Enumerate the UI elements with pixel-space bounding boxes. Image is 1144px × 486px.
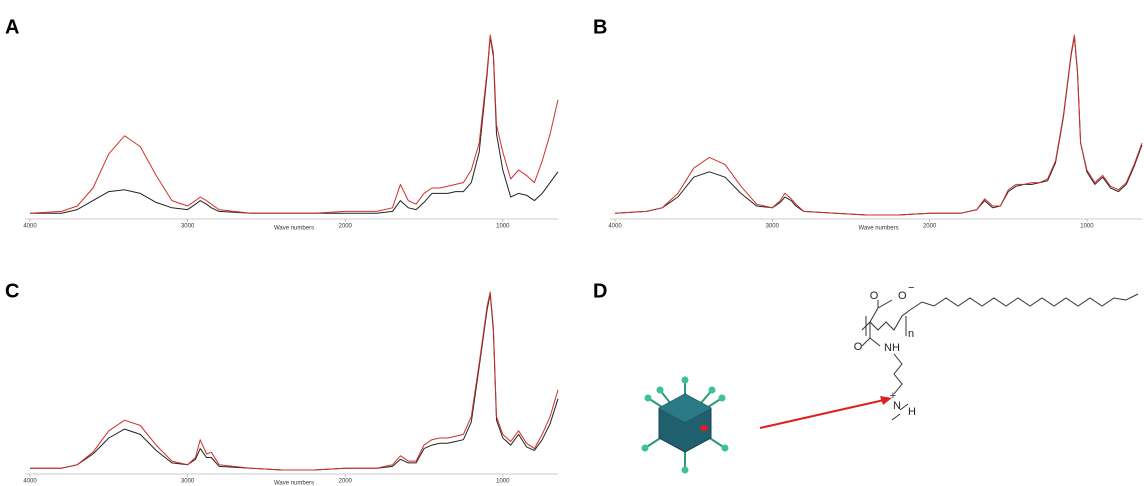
atom-label: H (908, 406, 916, 418)
arrowhead (880, 396, 892, 405)
atom-label: O (898, 290, 907, 302)
x-tick-label: 3000 (181, 479, 195, 485)
atom-label: + (890, 390, 896, 402)
atom-label: n (908, 328, 914, 340)
x-tick-label: 1000 (496, 224, 510, 230)
atom-label: N (893, 400, 901, 412)
x-tick-label: 2000 (339, 479, 353, 485)
x-axis-label: Wave numbers (274, 481, 314, 486)
spectrum-line (30, 291, 559, 471)
arrow (759, 399, 885, 429)
x-tick-label: 3000 (766, 224, 780, 230)
spectrum-line (614, 34, 1143, 216)
spectrum-line (30, 36, 559, 214)
x-axis-label: Wave numbers (274, 226, 314, 232)
panel-label: A (5, 16, 19, 38)
panel-label: D (593, 280, 607, 302)
x-tick-label: 2000 (923, 224, 937, 230)
panel-label: B (593, 16, 607, 38)
x-tick-label: 3000 (181, 224, 195, 230)
atom-label: − (908, 282, 914, 294)
x-tick-label: 4000 (23, 224, 37, 230)
atom-label: O (854, 341, 863, 353)
atom-label: O (870, 290, 879, 302)
panel-label: C (5, 280, 19, 302)
x-tick-label: 1000 (496, 479, 510, 485)
x-axis-label: Wave numbers (858, 226, 898, 232)
x-tick-label: 2000 (339, 224, 353, 230)
x-tick-label: 4000 (23, 479, 37, 485)
chemical-structure: O O − O NH n + N H (854, 282, 1139, 421)
x-tick-label: 4000 (608, 224, 622, 230)
spectrum-line (614, 36, 1143, 216)
atom-label: NH (884, 342, 900, 354)
spectrum-line (30, 293, 559, 471)
virus-icon (641, 376, 729, 474)
spectrum-line (29, 34, 559, 214)
x-tick-label: 1000 (1080, 224, 1094, 230)
